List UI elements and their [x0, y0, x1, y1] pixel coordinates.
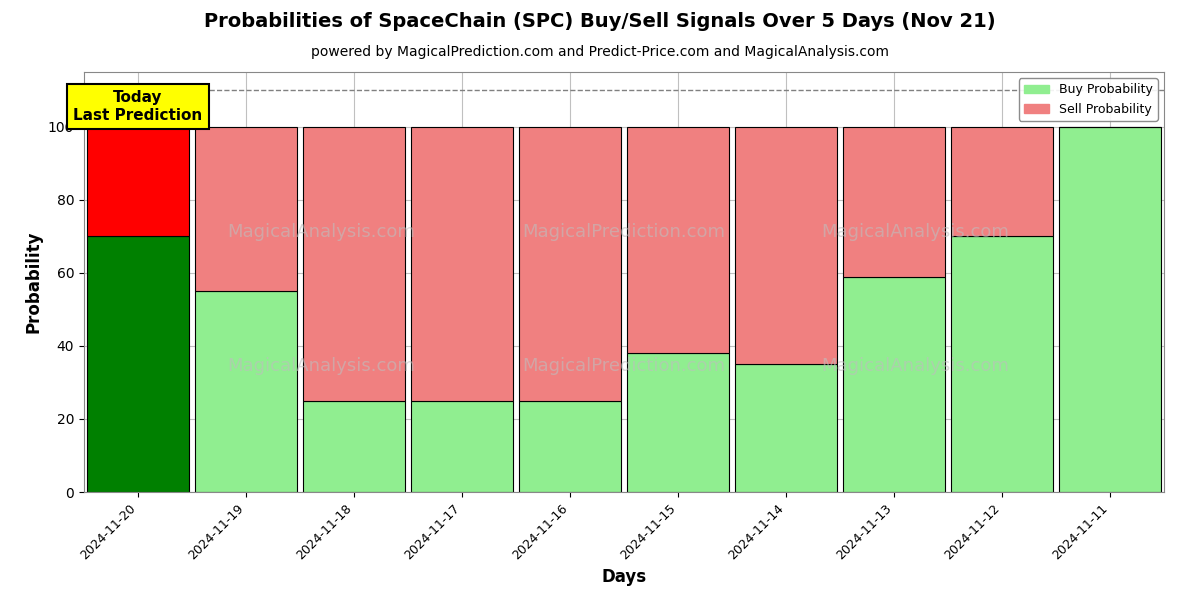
- Bar: [86, 236, 190, 492]
- Bar: [86, 127, 190, 236]
- Y-axis label: Probability: Probability: [24, 231, 42, 333]
- Bar: [410, 401, 514, 492]
- Text: MagicalAnalysis.com: MagicalAnalysis.com: [228, 223, 415, 241]
- Text: powered by MagicalPrediction.com and Predict-Price.com and MagicalAnalysis.com: powered by MagicalPrediction.com and Pre…: [311, 45, 889, 59]
- Bar: [1058, 127, 1162, 492]
- Bar: [302, 401, 406, 492]
- Text: MagicalAnalysis.com: MagicalAnalysis.com: [228, 357, 415, 375]
- Bar: [842, 127, 946, 277]
- Text: Probabilities of SpaceChain (SPC) Buy/Sell Signals Over 5 Days (Nov 21): Probabilities of SpaceChain (SPC) Buy/Se…: [204, 12, 996, 31]
- Bar: [194, 127, 298, 291]
- X-axis label: Days: Days: [601, 568, 647, 586]
- Bar: [950, 127, 1054, 236]
- Text: MagicalPrediction.com: MagicalPrediction.com: [522, 357, 726, 375]
- Bar: [518, 401, 622, 492]
- Bar: [302, 127, 406, 401]
- Bar: [950, 236, 1054, 492]
- Text: Today
Last Prediction: Today Last Prediction: [73, 90, 203, 122]
- Bar: [734, 364, 838, 492]
- Legend: Buy Probability, Sell Probability: Buy Probability, Sell Probability: [1019, 78, 1158, 121]
- Bar: [518, 127, 622, 401]
- Bar: [734, 127, 838, 364]
- Bar: [410, 127, 514, 401]
- Bar: [194, 291, 298, 492]
- Text: MagicalAnalysis.com: MagicalAnalysis.com: [822, 357, 1009, 375]
- Bar: [626, 127, 730, 353]
- Text: MagicalAnalysis.com: MagicalAnalysis.com: [822, 223, 1009, 241]
- Bar: [842, 277, 946, 492]
- Text: MagicalPrediction.com: MagicalPrediction.com: [522, 223, 726, 241]
- Bar: [626, 353, 730, 492]
